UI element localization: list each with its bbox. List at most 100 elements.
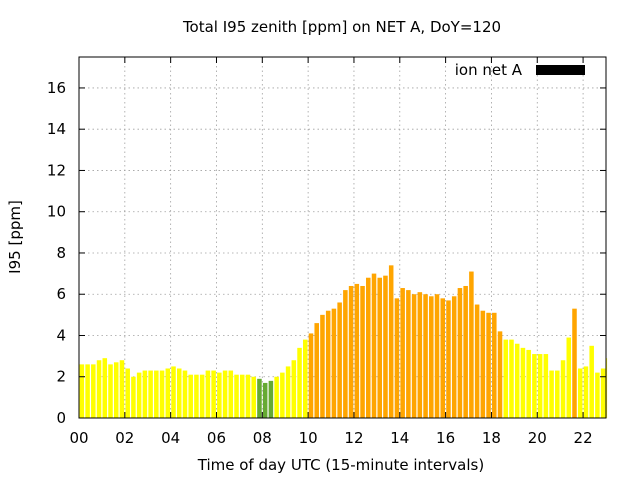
bar [96,360,102,418]
bar [560,360,566,418]
ticks [78,57,606,419]
bar [274,376,279,418]
bar [297,347,302,418]
bar [251,376,256,418]
bar [314,323,319,418]
bar [383,275,388,418]
y-tick-label: 2 [56,368,66,386]
bar [388,265,394,418]
bar [136,372,142,418]
y-tick-label: 16 [47,79,66,97]
bar [600,368,606,418]
bar [480,310,486,418]
bar [497,331,503,418]
bar [108,364,113,418]
bar [79,364,85,418]
y-tick-label: 10 [47,203,66,221]
bar [532,354,537,418]
bar [566,337,572,418]
x-tick-label: 18 [482,429,501,447]
bar [222,370,228,418]
y-tick-label: 0 [56,409,66,427]
bar [474,304,480,418]
bar [285,366,291,418]
bar [348,285,354,418]
bar [268,380,274,418]
bar [371,273,377,418]
bar [417,292,423,418]
bar [182,370,188,418]
bar [526,349,531,418]
bar [343,290,348,418]
bar [125,368,130,418]
bar [102,358,108,418]
bar [142,370,148,418]
y-tick-label: 8 [56,244,66,262]
x-tick-label: 10 [299,429,318,447]
x-tick-label: 02 [115,429,134,447]
plot-frame [78,56,607,419]
bar [411,294,417,418]
bar [354,283,360,418]
bar [394,298,400,418]
bar [469,271,474,418]
bar [451,296,457,418]
bar [606,358,608,418]
bar [257,378,262,418]
bar [217,372,222,418]
bar [520,347,526,418]
bar [199,374,205,418]
bar [119,360,125,418]
bar [400,288,405,418]
chart-title: Total I95 zenith [ppm] on NET A, DoY=120 [182,18,501,36]
bar [165,368,171,418]
bar [239,374,245,418]
y-tick-label: 6 [56,285,66,303]
y-tick-label: 12 [47,161,66,179]
bar [429,296,434,418]
bar [463,285,468,418]
bar [331,308,337,418]
x-tick-label: 08 [253,429,272,447]
bar [360,285,365,418]
legend-swatch [536,65,585,75]
x-tick-label: 00 [69,429,88,447]
bar [589,345,594,418]
bar [577,368,583,418]
bars [79,265,608,418]
bar [148,370,153,418]
bar [234,374,239,418]
x-tick-label: 20 [528,429,547,447]
x-axis-label: Time of day UTC (15-minute intervals) [197,456,484,474]
bar [595,372,600,418]
y-tick-label: 14 [47,120,66,138]
bar [434,294,440,418]
bar [171,366,176,418]
bar [583,366,589,418]
bar [509,339,514,418]
bar [555,370,560,418]
bar [154,370,159,418]
x-tick-labels: 00 02 04 06 08 10 12 14 16 18 20 22 [69,429,592,447]
bar [446,300,451,418]
bar [85,364,90,418]
bar [423,294,428,418]
bar [572,308,577,418]
bar [188,374,193,418]
bar [325,310,331,418]
bar [131,376,136,418]
bar [113,362,119,418]
x-tick-label: 22 [574,429,593,447]
legend: ion net A [455,61,585,79]
x-tick-label: 04 [161,429,180,447]
bar [159,370,165,418]
legend-label: ion net A [455,61,523,79]
x-tick-label: 12 [344,429,363,447]
bar [205,370,211,418]
bar [228,370,234,418]
bar [406,290,411,418]
x-tick-label: 06 [207,429,226,447]
bar [262,382,268,418]
bar [537,354,543,418]
